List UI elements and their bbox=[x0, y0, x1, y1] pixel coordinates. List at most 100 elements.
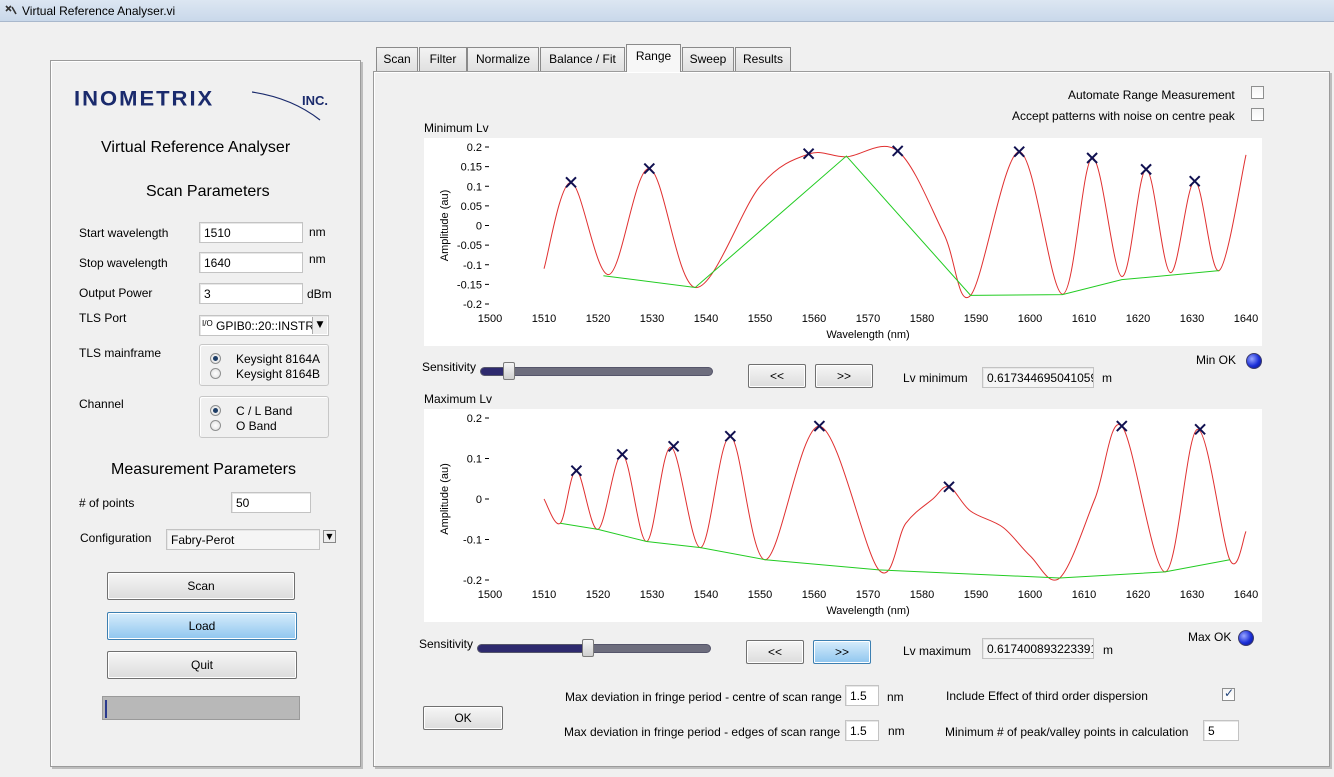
min-lv-graph-area bbox=[424, 138, 1262, 346]
max-ok-label: Max OK bbox=[1188, 630, 1232, 644]
y-tick-label: -0.1 bbox=[463, 535, 482, 547]
max-lv-title: Maximum Lv bbox=[424, 392, 493, 406]
y-tick-label: 0.15 bbox=[461, 162, 482, 174]
min-prev-button[interactable]: << bbox=[748, 364, 806, 388]
max-lv-chart: 1500 1510 1520 1530 1540 1550 1560 1570 1580 1590… bbox=[439, 413, 1258, 617]
start-wavelength-unit: nm bbox=[309, 225, 326, 239]
configuration-dropdown-icon[interactable]: ▼ bbox=[323, 530, 336, 543]
max-prev-button[interactable]: << bbox=[746, 640, 804, 664]
window-title: Virtual Reference Analyser.vi bbox=[22, 4, 176, 18]
min-sensitivity-thumb[interactable] bbox=[502, 362, 515, 380]
y-tick-label: 0 bbox=[476, 494, 482, 506]
x-tick-label: 1530 bbox=[640, 313, 664, 325]
app-title: Virtual Reference Analyser bbox=[101, 139, 291, 156]
min-sensitivity-slider[interactable] bbox=[480, 362, 713, 380]
min-next-button[interactable]: >> bbox=[815, 364, 873, 388]
start-wavelength-input[interactable]: 1510 bbox=[199, 222, 303, 243]
x-tick-label: 1560 bbox=[802, 589, 826, 601]
output-power-unit: dBm bbox=[307, 287, 332, 301]
x-axis-label: Wavelength (nm) bbox=[826, 605, 909, 617]
load-button[interactable]: Load bbox=[107, 612, 297, 640]
lv-minimum-value: 0.617344695041059 bbox=[982, 367, 1094, 388]
radio-label-keysight-8164b: Keysight 8164B bbox=[236, 367, 321, 381]
scan-button[interactable]: Scan bbox=[107, 572, 295, 600]
radio-keysight-8164b[interactable] bbox=[210, 368, 221, 379]
x-tick-label: 1530 bbox=[640, 589, 664, 601]
tab-scan[interactable]: Scan bbox=[376, 47, 418, 71]
stop-wavelength-unit: nm bbox=[309, 252, 326, 266]
radio-label-cl-band: C / L Band bbox=[236, 404, 293, 418]
quit-button[interactable]: Quit bbox=[107, 651, 297, 679]
dev-edges-input[interactable]: 1.5 bbox=[845, 720, 879, 741]
x-tick-label: 1580 bbox=[910, 313, 934, 325]
logo-swoosh bbox=[252, 91, 321, 121]
y-tick-label: -0.2 bbox=[463, 575, 482, 587]
dev-edges-label: Max deviation in fringe period - edges o… bbox=[564, 725, 841, 739]
peak-marker bbox=[1116, 420, 1128, 432]
y-tick-label: -0.2 bbox=[463, 299, 482, 311]
tab-sweep[interactable]: Sweep bbox=[682, 47, 734, 71]
x-tick-label: 1520 bbox=[586, 313, 610, 325]
tab-balance-fit[interactable]: Balance / Fit bbox=[540, 47, 625, 71]
accept-noise-checkbox[interactable] bbox=[1251, 108, 1264, 121]
peak-marker bbox=[667, 440, 680, 453]
max-sensitivity-thumb[interactable] bbox=[581, 639, 594, 657]
y-axis-label: Amplitude (au) bbox=[439, 190, 451, 262]
x-axis-label: Wavelength (nm) bbox=[826, 329, 909, 341]
x-tick-label: 1590 bbox=[964, 589, 988, 601]
min-points-input[interactable]: 5 bbox=[1203, 720, 1239, 741]
num-points-input[interactable]: 50 bbox=[231, 492, 311, 513]
tls-mainframe-label: TLS mainframe bbox=[79, 346, 162, 360]
min-lv-chart: 1500 1510 1520 1530 1540 1550 1560 1570 1580 1590… bbox=[439, 142, 1258, 341]
min-ok-indicator bbox=[1246, 353, 1262, 369]
tab-normalize[interactable]: Normalize bbox=[467, 47, 539, 71]
inometrix-logo: INOMETRIX INC. bbox=[72, 84, 352, 124]
x-tick-label: 1550 bbox=[748, 313, 772, 325]
x-tick-label: 1570 bbox=[856, 589, 880, 601]
ok-button[interactable]: OK bbox=[423, 706, 503, 730]
automate-range-checkbox[interactable] bbox=[1251, 86, 1264, 99]
stop-wavelength-input[interactable]: 1640 bbox=[199, 252, 303, 273]
configuration-select[interactable]: Fabry-Perot bbox=[166, 529, 320, 550]
tab-filter[interactable]: Filter bbox=[419, 47, 467, 71]
progress-fill bbox=[105, 700, 107, 718]
radio-label-keysight-8164a: Keysight 8164A bbox=[236, 352, 321, 366]
y-tick-label: 0.1 bbox=[467, 454, 482, 466]
radio-cl-band[interactable] bbox=[210, 405, 221, 416]
output-power-input[interactable]: 3 bbox=[199, 283, 303, 304]
automate-range-label: Automate Range Measurement bbox=[1068, 88, 1235, 102]
signal-series-line bbox=[543, 423, 1247, 581]
tls-mainframe-group: Keysight 8164A Keysight 8164B bbox=[199, 344, 329, 386]
tab-range[interactable]: Range bbox=[626, 44, 681, 72]
y-tick-label: 0.2 bbox=[467, 142, 482, 154]
x-tick-label: 1500 bbox=[478, 589, 502, 601]
third-order-checkbox[interactable] bbox=[1222, 686, 1235, 701]
channel-group: C / L Band O Band bbox=[199, 396, 329, 438]
scan-params-title: Scan Parameters bbox=[146, 183, 270, 200]
radio-label-o-band: O Band bbox=[236, 419, 277, 433]
tab-results[interactable]: Results bbox=[735, 47, 791, 71]
lv-minimum-unit: m bbox=[1102, 371, 1112, 385]
peak-marker bbox=[565, 176, 577, 189]
x-tick-label: 1620 bbox=[1126, 313, 1150, 325]
min-ok-label: Min OK bbox=[1196, 353, 1237, 367]
dev-centre-input[interactable]: 1.5 bbox=[845, 685, 879, 706]
x-tick-label: 1610 bbox=[1072, 313, 1096, 325]
progress-bar bbox=[102, 696, 300, 720]
io-resource-icon: I/O bbox=[202, 319, 213, 328]
max-next-button[interactable]: >> bbox=[813, 640, 871, 664]
output-power-label: Output Power bbox=[79, 286, 153, 300]
tls-port-select[interactable]: I/O GPIB0::20::INSTR ▼ bbox=[199, 315, 329, 336]
radio-o-band[interactable] bbox=[210, 420, 221, 431]
peak-marker bbox=[643, 162, 656, 175]
peak-marker bbox=[1140, 163, 1152, 176]
max-sensitivity-slider[interactable] bbox=[477, 639, 711, 657]
radio-keysight-8164a[interactable] bbox=[210, 353, 221, 364]
x-tick-label: 1510 bbox=[532, 589, 556, 601]
lv-minimum-label: Lv minimum bbox=[903, 371, 968, 385]
logo-suffix: INC. bbox=[302, 93, 328, 108]
peak-marker bbox=[891, 145, 904, 157]
min-sensitivity-fill bbox=[481, 368, 509, 375]
chevron-down-icon[interactable]: ▼ bbox=[312, 317, 327, 334]
measurement-params-title: Measurement Parameters bbox=[111, 461, 296, 478]
